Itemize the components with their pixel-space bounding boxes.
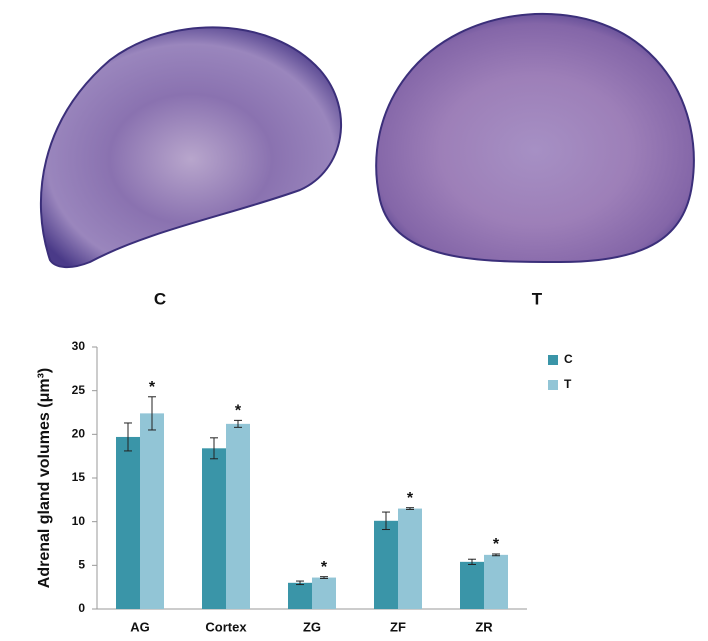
error-bar [148,396,156,431]
x-tick-label: Cortex [205,619,247,634]
bar [484,554,508,609]
x-tick-label: ZG [303,619,321,634]
y-tick-label: 25 [72,383,86,397]
error-bar [382,511,390,531]
error-bar [468,558,476,565]
x-tick-label: ZF [390,619,406,634]
error-bar [234,419,242,428]
y-axis-label: Adrenal gland volumes (μm³) [36,368,53,588]
legend-label: T [564,377,572,391]
error-bar [124,422,132,452]
bar [460,561,484,609]
bar [116,436,140,609]
legend-swatch [548,380,558,390]
x-tick-label: ZR [475,619,493,634]
y-tick-label: 15 [72,470,86,484]
bar [312,577,336,609]
significance-marker: * [407,490,414,507]
significance-marker: * [321,559,328,576]
bar [288,582,312,609]
image-label: C [154,289,166,308]
legend-swatch [548,355,558,365]
bar [140,413,164,609]
error-bar [210,437,218,460]
histology-image-c [39,26,342,268]
bar [202,448,226,609]
y-tick-label: 5 [78,558,85,572]
error-bar [296,580,304,586]
x-tick-label: AG [130,619,150,634]
image-label: T [532,289,543,308]
bar [398,508,422,609]
y-tick-label: 30 [72,339,86,353]
histology-image-t [375,12,695,264]
y-tick-label: 0 [78,601,85,615]
error-bar [320,576,328,579]
significance-marker: * [493,536,500,553]
bar [226,423,250,609]
legend-label: C [564,352,573,366]
error-bar [492,553,500,557]
y-tick-label: 20 [72,427,86,441]
y-tick-label: 10 [72,514,86,528]
error-bar [406,507,414,510]
significance-marker: * [235,403,242,420]
bar [374,520,398,609]
significance-marker: * [149,379,156,396]
